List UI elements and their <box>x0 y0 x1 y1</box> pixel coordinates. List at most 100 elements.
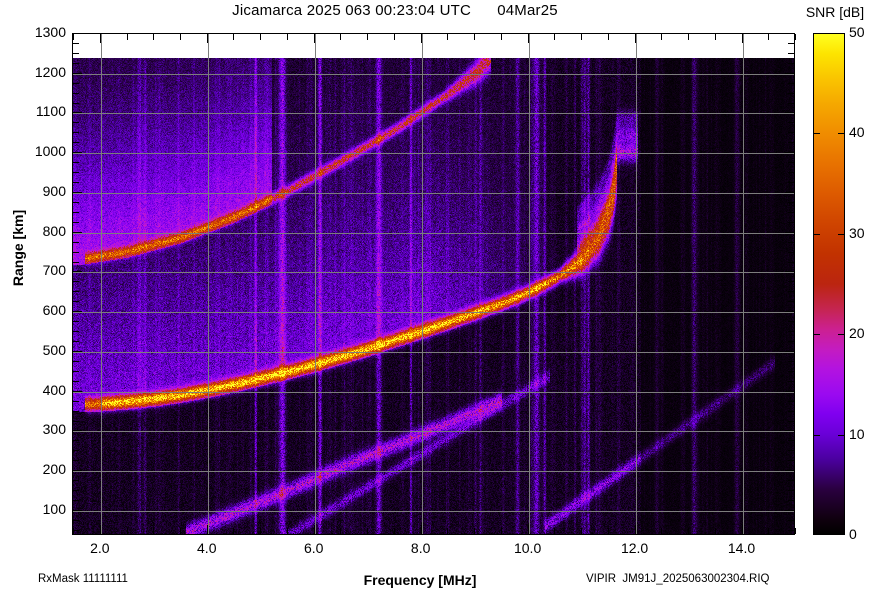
y-tick-right <box>785 430 794 432</box>
y-tick-right <box>788 490 794 492</box>
page-title: Jicamarca 2025 063 00:23:04 UTC 04Mar25 <box>232 2 558 19</box>
y-tick-left <box>73 350 82 352</box>
y-tick-right <box>788 172 794 174</box>
colorbar[interactable] <box>813 33 845 535</box>
y-tick-left <box>73 162 79 164</box>
y-tick-label: 1000 <box>34 143 66 160</box>
colorbar-tick-label: 20 <box>849 325 865 342</box>
colorbar-tick-label: 30 <box>849 224 865 241</box>
y-tick-left <box>73 92 79 94</box>
y-tick-left <box>73 112 82 114</box>
y-tick-right <box>785 311 794 313</box>
y-tick-left <box>73 450 79 452</box>
y-tick-right <box>788 102 794 104</box>
y-tick-right <box>788 251 794 253</box>
y-tick-right <box>788 440 794 442</box>
y-tick-right <box>785 509 794 511</box>
x-tick-label: 2.0 <box>90 540 110 556</box>
x-tick-top <box>661 34 663 40</box>
x-tick-bot <box>714 528 716 534</box>
y-tick-label: 900 <box>42 182 66 199</box>
y-tick-right <box>785 33 794 34</box>
y-tick-right <box>788 291 794 293</box>
x-tick-label: 10.0 <box>513 540 542 556</box>
y-tick-label: 200 <box>42 461 66 478</box>
x-tick-top <box>714 34 716 40</box>
x-tick-top <box>474 34 476 40</box>
y-tick-right <box>788 201 794 203</box>
colorbar-tick <box>814 434 820 436</box>
y-tick-right <box>788 62 794 64</box>
y-tick-left <box>73 72 82 74</box>
x-tick-bot <box>420 525 422 534</box>
ionogram-plot-area[interactable] <box>72 33 795 535</box>
y-tick-label: 1200 <box>34 63 66 80</box>
x-tick-bot <box>233 528 235 534</box>
y-tick-left <box>73 132 79 134</box>
x-tick-bot <box>153 528 155 534</box>
y-tick-right <box>788 211 794 213</box>
y-tick-left <box>73 380 79 382</box>
x-tick-bot <box>688 528 690 534</box>
y-tick-right <box>788 42 794 44</box>
colorbar-tick <box>814 334 820 336</box>
x-tick-label: 4.0 <box>197 540 217 556</box>
y-tick-left <box>73 470 82 472</box>
x-tick-top <box>688 34 690 40</box>
x-tick-top <box>340 34 342 40</box>
y-tick-right <box>788 162 794 164</box>
y-tick-left <box>73 241 79 243</box>
ionogram-raster <box>73 34 794 534</box>
x-tick-top <box>447 34 449 40</box>
y-tick-right <box>788 82 794 84</box>
x-tick-bot <box>554 528 556 534</box>
y-tick-right <box>788 182 794 184</box>
colorbar-tick <box>838 133 844 135</box>
x-tick-top <box>180 34 182 40</box>
x-tick-bot <box>73 528 75 534</box>
source-file-label: VIPIR JM91J_2025063002304.RIQ <box>586 573 770 585</box>
x-tick-bot <box>607 528 609 534</box>
y-tick-right <box>785 350 794 352</box>
y-tick-label: 600 <box>42 302 66 319</box>
y-tick-right <box>788 132 794 134</box>
y-tick-right <box>788 360 794 362</box>
y-tick-left <box>73 211 79 213</box>
x-tick-top <box>367 34 369 40</box>
y-tick-right <box>788 400 794 402</box>
x-tick-top <box>768 34 770 40</box>
y-tick-label: 1300 <box>34 24 66 40</box>
colorbar-tick-label: 0 <box>849 526 857 542</box>
y-tick-left <box>73 331 79 333</box>
rxmask-label: RxMask 11111111 <box>38 573 128 585</box>
y-tick-right <box>788 370 794 372</box>
y-tick-left <box>73 440 79 442</box>
x-tick-top <box>527 34 529 43</box>
y-tick-label: 100 <box>42 500 66 517</box>
y-tick-right <box>788 529 794 531</box>
y-tick-left <box>73 142 79 144</box>
x-tick-bot <box>313 525 315 534</box>
x-tick-top <box>500 34 502 40</box>
x-tick-label: 6.0 <box>303 540 324 556</box>
y-tick-label: 1100 <box>35 103 66 120</box>
y-tick-label: 700 <box>42 262 66 279</box>
y-tick-right <box>788 380 794 382</box>
y-tick-left <box>73 529 79 531</box>
y-tick-left <box>73 311 82 313</box>
x-tick-bot <box>99 525 101 534</box>
y-tick-right <box>788 341 794 343</box>
x-tick-bot <box>527 525 529 534</box>
y-tick-right <box>785 112 794 114</box>
x-tick-bot <box>206 525 208 534</box>
x-tick-top <box>420 34 422 43</box>
y-tick-left <box>73 410 79 412</box>
colorbar-title: SNR [dB] <box>805 4 865 20</box>
colorbar-tick-label: 10 <box>849 425 865 442</box>
y-tick-left <box>73 321 79 323</box>
y-tick-left <box>73 191 82 193</box>
x-tick-top <box>233 34 235 40</box>
y-tick-left <box>73 102 79 104</box>
y-tick-right <box>788 420 794 422</box>
y-tick-right <box>785 271 794 273</box>
